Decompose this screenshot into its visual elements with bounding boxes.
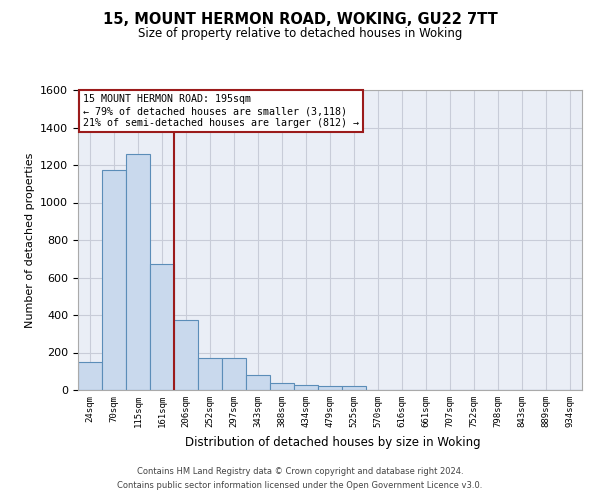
Bar	[150, 264, 174, 390]
Bar	[174, 320, 198, 390]
Text: 15 MOUNT HERMON ROAD: 195sqm
← 79% of detached houses are smaller (3,118)
21% of: 15 MOUNT HERMON ROAD: 195sqm ← 79% of de…	[83, 94, 359, 128]
Text: Distribution of detached houses by size in Woking: Distribution of detached houses by size …	[185, 436, 481, 449]
Bar	[318, 386, 342, 390]
Text: Contains public sector information licensed under the Open Government Licence v3: Contains public sector information licen…	[118, 481, 482, 490]
Bar	[222, 358, 246, 390]
Bar	[78, 362, 102, 390]
Y-axis label: Number of detached properties: Number of detached properties	[25, 152, 35, 328]
Bar	[102, 170, 126, 390]
Bar	[342, 386, 366, 390]
Bar	[294, 386, 318, 390]
Bar	[270, 384, 294, 390]
Text: Contains HM Land Registry data © Crown copyright and database right 2024.: Contains HM Land Registry data © Crown c…	[137, 467, 463, 476]
Bar	[246, 375, 270, 390]
Text: Size of property relative to detached houses in Woking: Size of property relative to detached ho…	[138, 28, 462, 40]
Bar	[126, 154, 150, 390]
Text: 15, MOUNT HERMON ROAD, WOKING, GU22 7TT: 15, MOUNT HERMON ROAD, WOKING, GU22 7TT	[103, 12, 497, 28]
Bar	[198, 358, 222, 390]
